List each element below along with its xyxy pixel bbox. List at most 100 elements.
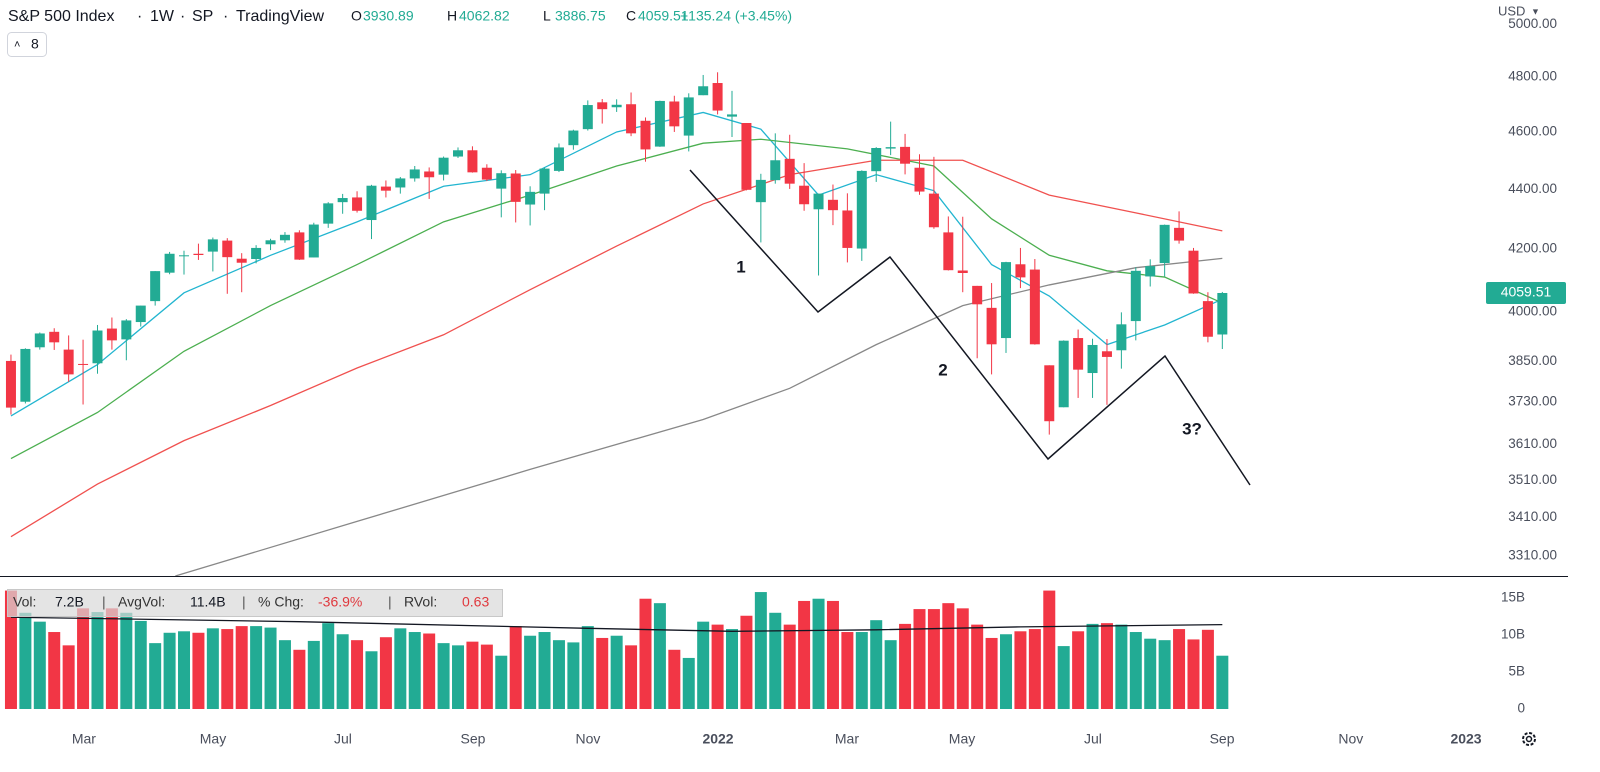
y-tick-label: 3850.00 bbox=[1508, 353, 1557, 368]
candle-body bbox=[481, 167, 492, 180]
volume-bar bbox=[1129, 632, 1142, 709]
volume-bar bbox=[942, 603, 955, 709]
volume-bar bbox=[91, 612, 104, 709]
volume-bar bbox=[322, 623, 335, 709]
currency[interactable]: USD bbox=[1498, 3, 1525, 18]
ohlc-key: H bbox=[447, 8, 457, 24]
candle-body bbox=[78, 363, 89, 365]
legend-value: 7.2B bbox=[55, 594, 84, 610]
y-tick-label: 4400.00 bbox=[1508, 181, 1557, 196]
indicator-toggle[interactable] bbox=[7, 32, 47, 57]
candle-body bbox=[626, 104, 637, 134]
candle-body bbox=[698, 86, 709, 96]
candle-body bbox=[539, 168, 550, 194]
candle-body bbox=[597, 102, 608, 110]
x-tick-label: Mar bbox=[72, 731, 96, 747]
candle-body bbox=[799, 185, 810, 205]
volume-bar bbox=[711, 624, 724, 709]
exchange: SP bbox=[192, 8, 213, 25]
indicator-count[interactable]: 8 bbox=[31, 36, 39, 52]
candle-body bbox=[727, 114, 738, 117]
candle-body bbox=[957, 270, 968, 273]
candle-body bbox=[510, 173, 521, 202]
x-tick-label: May bbox=[949, 731, 975, 747]
separator: · bbox=[137, 8, 142, 25]
legend-value: 0.63 bbox=[462, 594, 489, 610]
volume-bar bbox=[1072, 631, 1085, 709]
volume-bar bbox=[509, 626, 522, 709]
candle-body bbox=[611, 104, 622, 108]
volume-bar bbox=[423, 633, 436, 709]
volume-bar bbox=[77, 608, 90, 709]
candle-body bbox=[871, 148, 882, 172]
y-tick-label: 4800.00 bbox=[1508, 69, 1557, 84]
volume-bar bbox=[149, 643, 162, 709]
volume-bar bbox=[394, 628, 407, 709]
candle-body bbox=[337, 198, 348, 203]
y-tick-label: 4600.00 bbox=[1508, 124, 1557, 139]
y-tick-label: 3410.00 bbox=[1508, 509, 1557, 524]
ohlc-key: O bbox=[351, 8, 362, 24]
annotation: 1 bbox=[736, 257, 745, 276]
settings-icon[interactable] bbox=[1522, 732, 1536, 746]
volume-bar bbox=[33, 621, 46, 709]
candle-body bbox=[366, 185, 377, 221]
last-price-label: 4059.51 bbox=[1501, 284, 1552, 300]
symbol: S&P 500 Index bbox=[8, 8, 114, 25]
ohlc-value: 3886.75 bbox=[555, 8, 606, 24]
volume-bar bbox=[826, 600, 839, 709]
volume-bar bbox=[1115, 624, 1128, 709]
header-bg bbox=[0, 0, 830, 60]
volume-bar bbox=[697, 621, 710, 709]
change: +135.24 (+3.45%) bbox=[680, 8, 792, 24]
y-tick-label: 4000.00 bbox=[1508, 304, 1557, 319]
x-tick-label: Nov bbox=[1338, 731, 1363, 747]
candle-body bbox=[986, 307, 997, 345]
candle-body bbox=[308, 224, 319, 258]
volume-bar bbox=[754, 592, 767, 709]
candle-body bbox=[1101, 351, 1112, 357]
volume-bar bbox=[206, 628, 219, 709]
volume-bar bbox=[769, 612, 782, 709]
moving-average bbox=[10, 138, 1223, 460]
volume-bar bbox=[726, 629, 739, 709]
legend-key: AvgVol: bbox=[118, 594, 165, 610]
y-tick-label: 5000.00 bbox=[1508, 16, 1557, 31]
volume-bar bbox=[552, 640, 565, 709]
x-tick-label: 2023 bbox=[1450, 731, 1481, 747]
y-tick-label: 3730.00 bbox=[1508, 394, 1557, 409]
volume-bar bbox=[567, 642, 580, 709]
y-tick-label: 3510.00 bbox=[1508, 472, 1557, 487]
interval: 1W bbox=[150, 8, 175, 25]
volume-bar bbox=[235, 626, 248, 709]
volume-bar bbox=[884, 640, 897, 709]
volume-bar bbox=[250, 626, 263, 709]
volume-bar bbox=[740, 615, 753, 709]
candle-body bbox=[1058, 340, 1069, 408]
volume-bar bbox=[105, 608, 118, 709]
moving-average bbox=[10, 111, 1223, 417]
candle-body bbox=[755, 179, 766, 203]
volume-bar bbox=[581, 626, 594, 709]
volume-legend: Vol: 7.2B | AvgVol: 11.4B | % Chg: -36.9% | RVol:… bbox=[13, 594, 489, 610]
candle-body bbox=[1188, 250, 1199, 294]
candle-body bbox=[654, 100, 665, 147]
candle-body bbox=[438, 157, 449, 175]
x-tick-label: Sep bbox=[461, 731, 486, 747]
volume-bar bbox=[956, 608, 969, 709]
volume-bar bbox=[927, 609, 940, 709]
candle-body bbox=[525, 191, 536, 205]
candle-body bbox=[20, 348, 31, 402]
ohlc-key: L bbox=[543, 8, 551, 24]
last-price-box bbox=[1486, 281, 1566, 304]
candle-body bbox=[323, 203, 334, 224]
currency-bg bbox=[1490, 0, 1568, 26]
ohlc-value: 4062.82 bbox=[459, 8, 510, 24]
volume-bar bbox=[1086, 623, 1099, 709]
volume-bar bbox=[841, 632, 854, 709]
moving-average bbox=[10, 159, 1223, 538]
volume-bar bbox=[971, 624, 984, 709]
volume-bar bbox=[913, 609, 926, 709]
candle-body bbox=[943, 232, 954, 271]
